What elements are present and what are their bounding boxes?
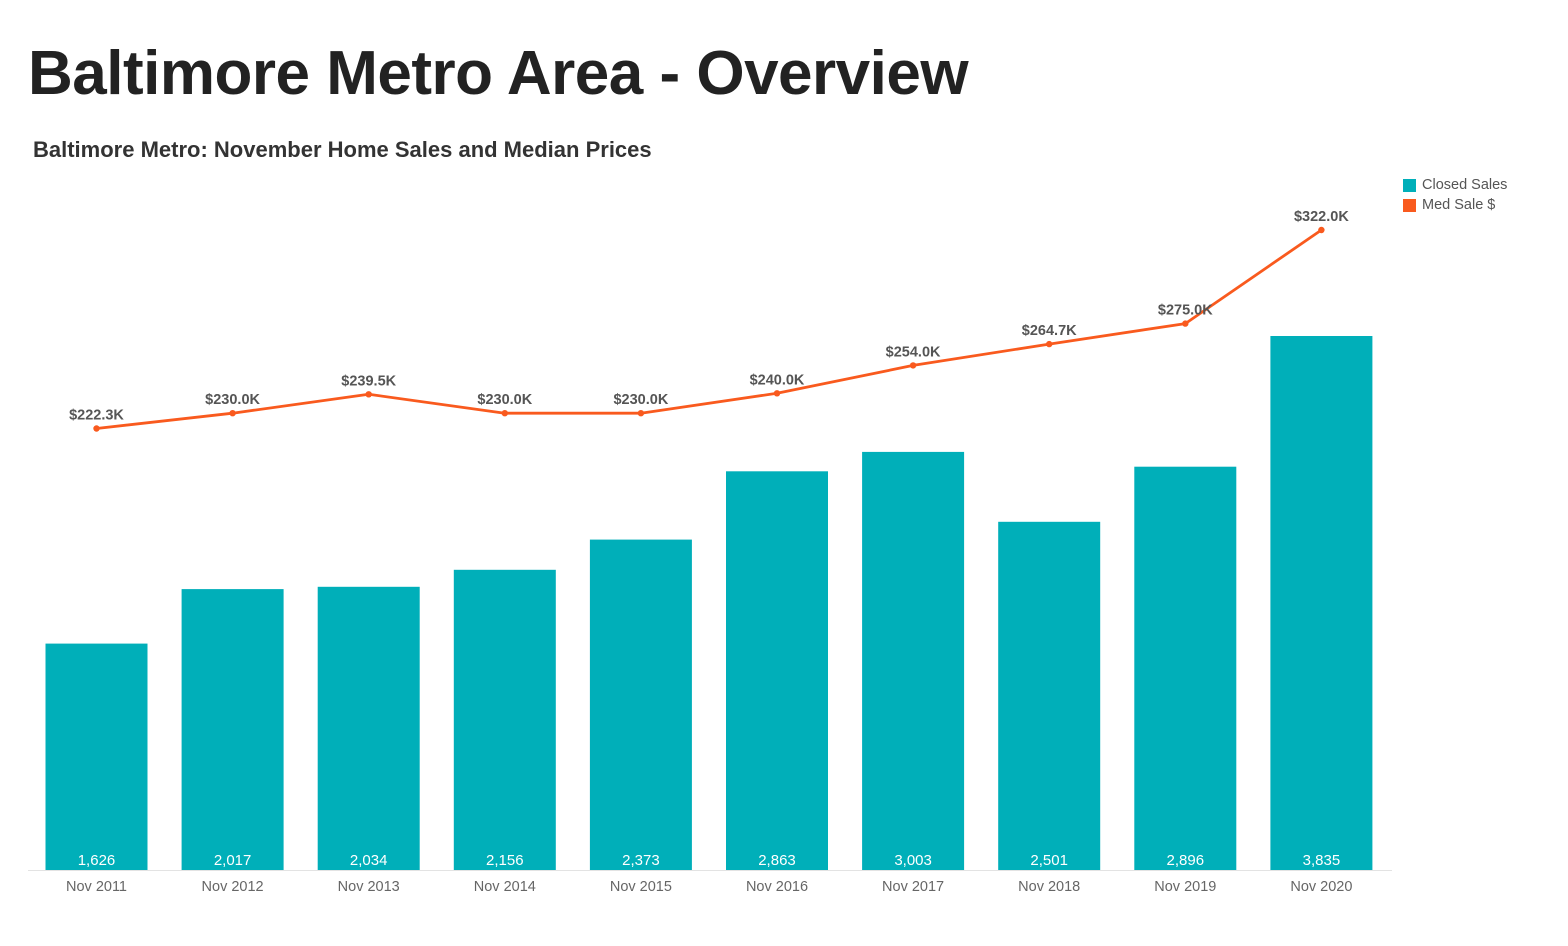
- x-tick-label: Nov 2019: [1154, 879, 1216, 895]
- legend-label-med-sale: Med Sale $: [1422, 197, 1496, 213]
- bar-value-label: 2,896: [1167, 852, 1205, 869]
- x-tick-label: Nov 2013: [338, 879, 400, 895]
- med-sale-point: [365, 391, 372, 398]
- med-sale-label: $275.0K: [1158, 303, 1213, 319]
- bar-closed-sales: [181, 589, 284, 870]
- bar-value-label: 3,835: [1303, 852, 1341, 869]
- med-sale-point: [1318, 226, 1325, 234]
- x-tick-label: Nov 2011: [66, 879, 127, 895]
- chart-title: Baltimore Metro: November Home Sales and…: [33, 137, 652, 162]
- med-sale-label: $264.7K: [1022, 323, 1077, 339]
- bar-closed-sales: [317, 586, 420, 870]
- legend-item-med-sale[interactable]: Med Sale $: [1403, 195, 1507, 215]
- med-sale-point: [909, 362, 917, 369]
- med-sale-label: $230.0K: [205, 392, 260, 408]
- x-tick-label: Nov 2014: [474, 879, 536, 895]
- bar-closed-sales: [1134, 466, 1237, 870]
- bar-closed-sales: [453, 569, 556, 870]
- chart-legend: Closed Sales Med Sale $: [1403, 175, 1507, 215]
- med-sale-label: $254.0K: [886, 344, 941, 360]
- bar-value-label: 1,626: [78, 852, 116, 869]
- med-sale-label: $239.5K: [341, 373, 396, 389]
- med-sale-point: [229, 410, 236, 417]
- med-sale-point: [1046, 340, 1053, 348]
- x-tick-label: Nov 2015: [610, 879, 672, 895]
- x-tick-label: Nov 2018: [1018, 879, 1080, 895]
- closed-sales-swatch: [1403, 178, 1416, 192]
- bar-value-label: 2,863: [758, 852, 796, 869]
- x-tick-label: Nov 2016: [746, 879, 808, 895]
- x-tick-label: Nov 2012: [202, 879, 264, 895]
- med-sale-point: [501, 410, 508, 417]
- bar-value-label: 2,034: [350, 852, 388, 869]
- med-sale-swatch: [1403, 198, 1416, 212]
- x-tick-label: Nov 2017: [882, 879, 944, 895]
- med-sale-point: [773, 390, 781, 397]
- bar-closed-sales: [1270, 336, 1373, 870]
- med-sale-label: $222.3K: [69, 408, 124, 424]
- bar-value-label: 3,003: [894, 852, 932, 869]
- med-sale-label: $322.0K: [1294, 209, 1349, 225]
- med-sale-point: [1182, 320, 1189, 327]
- legend-item-closed-sales[interactable]: Closed Sales: [1403, 175, 1507, 195]
- med-sale-point: [637, 410, 645, 417]
- bar-value-label: 2,501: [1030, 852, 1068, 869]
- bar-value-label: 2,373: [622, 852, 660, 869]
- x-tick-label: Nov 2020: [1290, 879, 1352, 895]
- med-sale-point: [93, 425, 100, 432]
- bar-closed-sales: [862, 451, 965, 870]
- bar-value-label: 2,156: [486, 852, 524, 869]
- legend-label-closed-sales: Closed Sales: [1422, 177, 1508, 193]
- bar-closed-sales: [998, 521, 1101, 870]
- bar-closed-sales: [45, 643, 148, 870]
- med-sale-label: $230.0K: [613, 392, 668, 408]
- bar-closed-sales: [589, 539, 692, 870]
- med-sale-label: $230.0K: [477, 392, 532, 408]
- med-sale-line: [96, 228, 1323, 430]
- bar-value-label: 2,017: [214, 852, 252, 869]
- page-title: Baltimore Metro Area - Overview: [28, 39, 969, 108]
- bar-closed-sales: [726, 471, 828, 870]
- med-sale-label: $240.0K: [750, 372, 805, 388]
